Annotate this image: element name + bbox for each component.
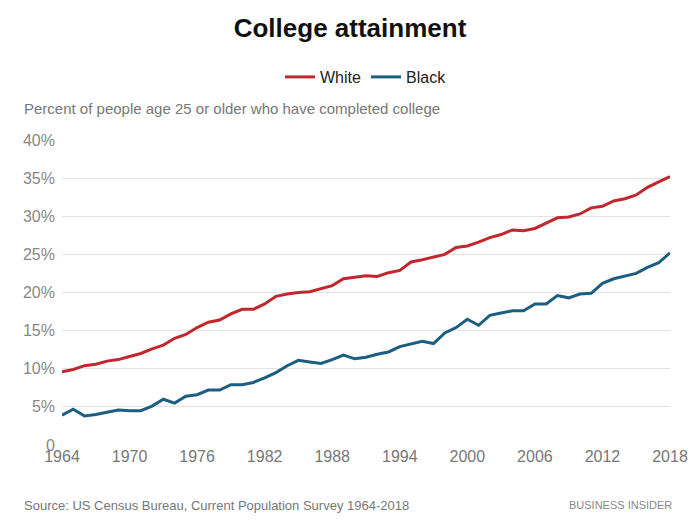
svg-text:1994: 1994 bbox=[382, 448, 418, 465]
svg-text:10%: 10% bbox=[23, 360, 55, 377]
svg-text:25%: 25% bbox=[23, 246, 55, 263]
svg-text:0: 0 bbox=[46, 437, 55, 454]
svg-text:White: White bbox=[320, 69, 361, 86]
svg-text:BUSINESS INSIDER: BUSINESS INSIDER bbox=[569, 499, 672, 511]
svg-text:Percent of people age 25 or ol: Percent of people age 25 or older who ha… bbox=[24, 100, 440, 117]
svg-text:15%: 15% bbox=[23, 322, 55, 339]
svg-text:1988: 1988 bbox=[314, 448, 350, 465]
svg-text:Black: Black bbox=[406, 69, 446, 86]
svg-text:35%: 35% bbox=[23, 170, 55, 187]
svg-text:2000: 2000 bbox=[450, 448, 486, 465]
svg-text:1964: 1964 bbox=[44, 448, 80, 465]
svg-text:30%: 30% bbox=[23, 208, 55, 225]
svg-text:40%: 40% bbox=[23, 132, 55, 149]
svg-text:20%: 20% bbox=[23, 284, 55, 301]
svg-text:2006: 2006 bbox=[517, 448, 553, 465]
svg-text:1982: 1982 bbox=[247, 448, 283, 465]
svg-text:College attainment: College attainment bbox=[234, 13, 467, 43]
svg-text:1970: 1970 bbox=[112, 448, 148, 465]
svg-text:5%: 5% bbox=[32, 398, 55, 415]
svg-text:2018: 2018 bbox=[652, 448, 688, 465]
svg-text:Source: US Census Bureau, Curr: Source: US Census Bureau, Current Popula… bbox=[24, 498, 409, 513]
svg-text:1976: 1976 bbox=[179, 448, 215, 465]
svg-text:2012: 2012 bbox=[585, 448, 621, 465]
